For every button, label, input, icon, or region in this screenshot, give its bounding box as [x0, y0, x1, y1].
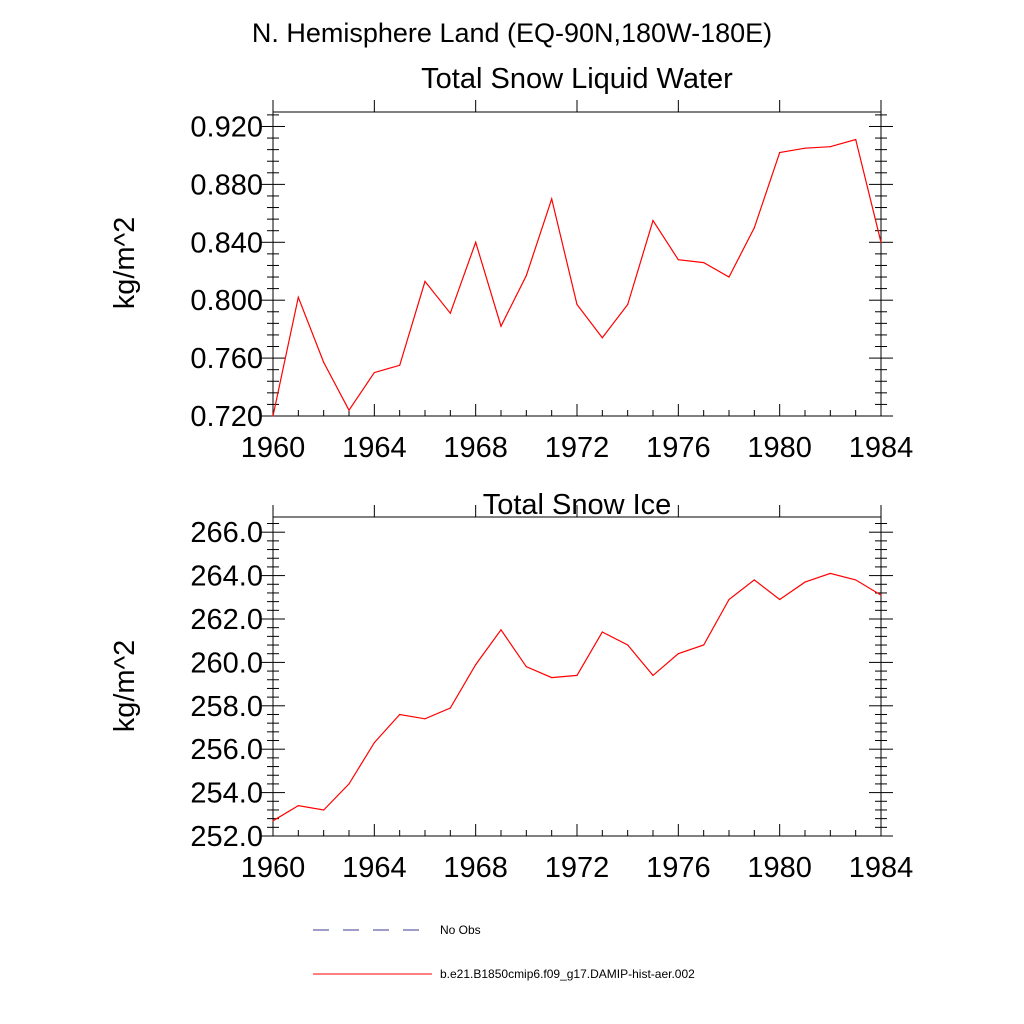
data-point — [297, 296, 299, 298]
x-tick-label: 1972 — [545, 852, 610, 884]
data-point — [779, 151, 781, 154]
data-point — [399, 713, 401, 716]
y-tick-label: 266.0 — [190, 517, 263, 549]
data-point — [652, 674, 654, 677]
data-point — [779, 598, 781, 601]
y-axis-label-snow-liquid-water: kg/m^2 — [109, 217, 141, 310]
plot-frame-snow-ice — [272, 516, 882, 837]
data-point — [399, 364, 401, 366]
data-point — [677, 653, 679, 655]
data-point — [348, 783, 350, 785]
x-tick-label: 1968 — [443, 432, 508, 464]
data-point — [855, 579, 857, 581]
series-line-snow-ice — [272, 572, 882, 822]
data-point — [804, 147, 806, 149]
panel-title-snow-liquid-water: Total Snow Liquid Water — [421, 63, 733, 95]
data-point — [500, 629, 502, 631]
panel-snow-ice: Total Snow Ice kg/m^2 1960 1964 1968 1972 19… — [109, 489, 913, 884]
y-tick-label: 252.0 — [190, 821, 263, 853]
data-point — [804, 581, 806, 583]
data-point — [677, 259, 679, 261]
y-tick-label: 256.0 — [190, 734, 263, 766]
x-tick-label: 1976 — [646, 432, 711, 464]
y-tick-label: 0.800 — [190, 285, 263, 317]
data-point — [703, 261, 705, 264]
data-point — [551, 198, 553, 200]
y-tick-label: 0.920 — [190, 111, 263, 143]
x-tick-label: 1968 — [443, 852, 508, 884]
data-point — [475, 663, 477, 666]
data-point — [373, 742, 375, 744]
data-point — [449, 707, 451, 709]
data-point — [652, 219, 654, 222]
data-point — [272, 415, 274, 417]
x-tick-label: 1976 — [646, 852, 711, 884]
y-tick-label: 260.0 — [190, 647, 263, 679]
data-point — [829, 146, 831, 148]
data-point — [297, 805, 299, 807]
y-tick-label: 254.0 — [190, 778, 263, 810]
data-point — [627, 644, 629, 646]
data-point — [272, 820, 274, 822]
data-point — [348, 409, 350, 411]
data-point — [601, 631, 603, 633]
x-tick-label: 1960 — [241, 852, 306, 884]
y-tick-label: 0.840 — [190, 227, 263, 259]
data-point — [525, 274, 527, 277]
data-point — [525, 666, 527, 668]
data-point — [475, 241, 477, 243]
data-point — [576, 674, 578, 677]
data-point — [829, 572, 831, 575]
data-point — [753, 579, 755, 581]
y-tick-label: 262.0 — [190, 604, 263, 636]
data-point — [551, 676, 553, 679]
data-point — [424, 280, 426, 282]
y-tick-label: 0.760 — [190, 343, 263, 375]
data-point — [424, 718, 426, 720]
x-tick-label: 1984 — [849, 852, 914, 884]
x-tick-label: 1964 — [342, 852, 407, 884]
data-point — [601, 337, 603, 339]
data-point — [855, 138, 857, 141]
data-point — [323, 809, 325, 811]
data-point — [880, 594, 882, 596]
plot-frame-snow-liquid-water — [272, 111, 882, 417]
series-line-snow-liquid-water — [272, 138, 882, 417]
data-point — [373, 371, 375, 374]
x-tick-label: 1964 — [342, 432, 407, 464]
panel-snow-liquid-water: Total Snow Liquid Water kg/m^2 1960 1964 1… — [109, 63, 913, 464]
data-point — [500, 325, 502, 327]
legend-label-model-run: b.e21.B1850cmip6.f09_g17.DAMIP-hist-aer.… — [440, 967, 695, 981]
data-point — [880, 241, 882, 243]
x-tick-label: 1972 — [545, 432, 610, 464]
data-point — [627, 303, 629, 306]
y-axis-label-snow-ice: kg/m^2 — [109, 640, 141, 733]
x-tick-label: 1984 — [849, 432, 914, 464]
figure-title: N. Hemisphere Land (EQ-90N,180W-180E) — [252, 18, 772, 48]
x-tick-label: 1980 — [747, 852, 812, 884]
legend-label-no-obs: No Obs — [440, 923, 481, 937]
data-point — [576, 303, 578, 306]
data-point — [728, 598, 730, 601]
y-tick-label: 0.880 — [190, 169, 263, 201]
y-tick-label: 258.0 — [190, 691, 263, 723]
y-tick-label: 0.720 — [190, 401, 263, 433]
x-tick-label: 1980 — [747, 432, 812, 464]
y-tick-label: 264.0 — [190, 561, 263, 593]
data-point — [323, 361, 325, 364]
data-point — [753, 227, 755, 229]
data-point — [449, 312, 451, 314]
data-point — [703, 644, 705, 646]
x-tick-label: 1960 — [241, 432, 306, 464]
legend: No Obs b.e21.B1850cmip6.f09_g17.DAMIP-hi… — [313, 923, 695, 981]
data-point — [728, 276, 730, 278]
